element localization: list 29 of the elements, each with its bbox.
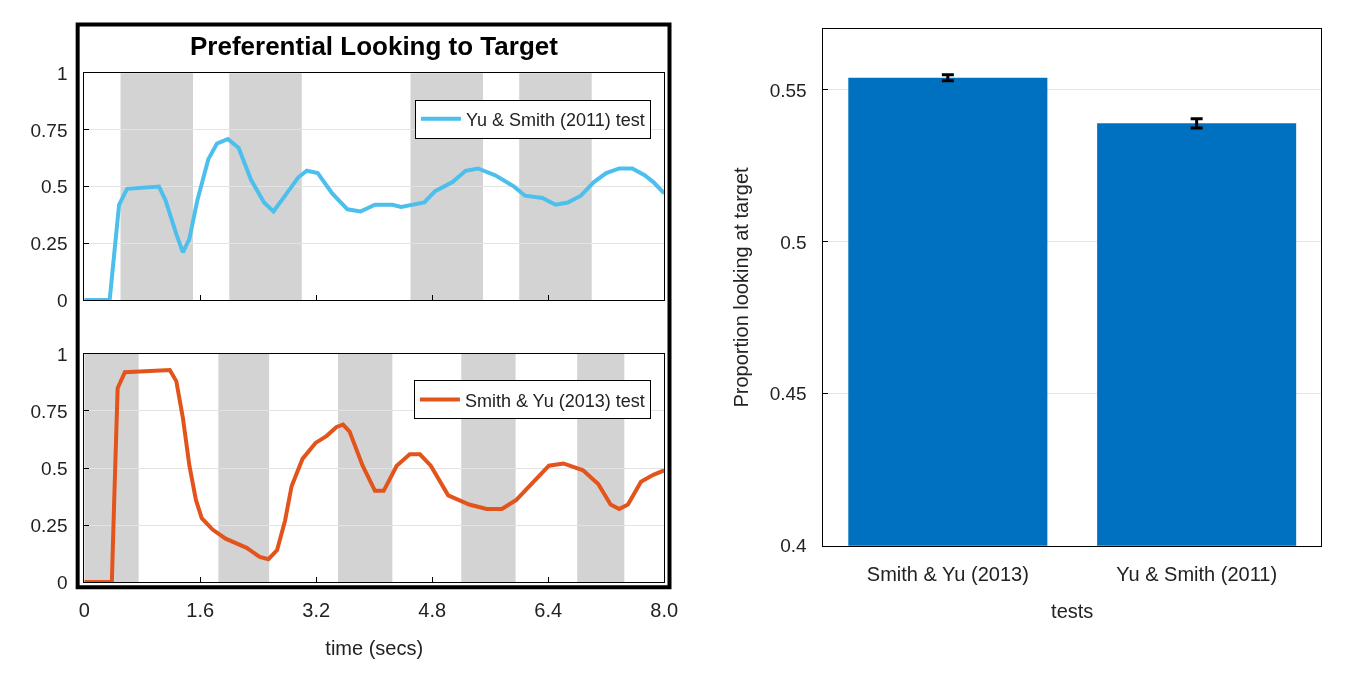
x-tick-label: Smith & Yu (2013) [866,562,1029,585]
x-axis-title: tests [1051,600,1094,623]
y-tick-label: 0.25 [30,514,68,536]
x-tick-label: Yu & Smith (2011) [1116,562,1278,585]
y-tick-label: 1 [56,343,68,365]
y-tick-label: 0.5 [780,231,807,253]
x-tick-label: 8.0 [650,599,679,622]
y-tick-label: 0 [56,289,68,311]
legend-label: Smith & Yu (2013) test [464,390,645,411]
y-tick-label: 0.5 [41,457,68,479]
y-tick-label: 0.45 [769,383,807,405]
line-series [84,367,665,583]
x-tick-label: 0 [78,599,90,622]
x-tick-label: 4.8 [418,599,447,622]
y-tick-label: 0.4 [780,535,808,557]
chart-title: Preferential Looking to Target [190,31,559,61]
y-tick-label: 0.75 [30,400,68,422]
x-tick-label: 1.6 [186,599,215,622]
y-tick-label: 1 [56,62,68,84]
x-axis-title: time (secs) [325,636,424,659]
line-series [84,137,665,300]
legend-label: Yu & Smith (2011) test [465,109,645,130]
x-tick-label: 3.2 [302,599,331,622]
y-tick-label: 0.55 [769,79,807,101]
y-tick-label: 0.75 [30,119,68,141]
y-tick-label: 0.5 [41,176,68,198]
y-axis-title: Proportion looking at target [730,166,753,408]
x-tick-label: 6.4 [534,599,563,622]
y-tick-label: 0.25 [30,232,68,254]
